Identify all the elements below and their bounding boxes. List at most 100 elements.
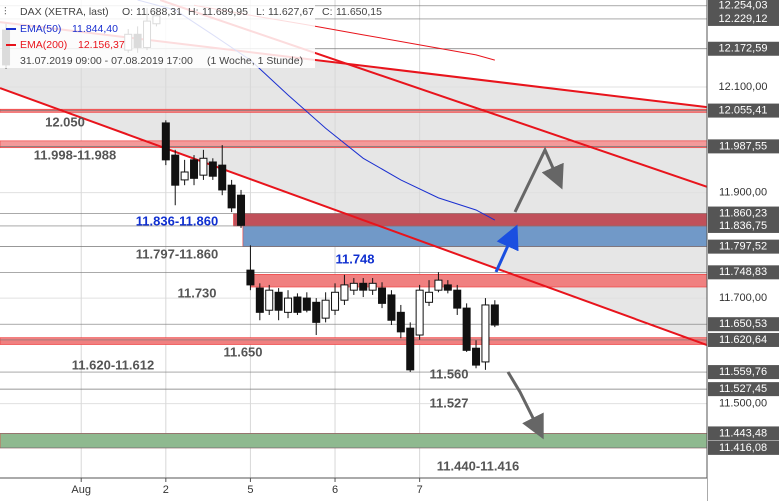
- annotation: 11.998-11.988: [34, 147, 116, 162]
- level-label: 11.987,55: [719, 140, 767, 152]
- annotation: 11.730: [177, 285, 216, 300]
- candle-body: [368, 282, 377, 291]
- candle-body: [453, 289, 462, 309]
- level-tag: [708, 317, 779, 332]
- candle-body: [359, 282, 368, 291]
- zone: [0, 337, 708, 345]
- annotation: 11.440-11.416: [437, 458, 519, 473]
- y-tick-label: 11.900,00: [719, 186, 767, 198]
- x-tick-label: Aug: [71, 484, 91, 496]
- candle-body: [180, 171, 189, 181]
- level-tag: [708, 239, 779, 254]
- candle-body: [227, 184, 236, 209]
- candle-body: [293, 296, 302, 313]
- y-tick-label: 12.100,00: [719, 81, 768, 93]
- level-label: 11.860,23: [719, 207, 767, 219]
- y-tick-label: 11.700,00: [719, 292, 767, 304]
- arrows: [494, 146, 564, 440]
- candle-body: [265, 289, 274, 311]
- level-tag: [708, 0, 779, 13]
- level-label: 12.229,12: [719, 13, 768, 25]
- level-tag: [708, 11, 779, 26]
- arrow: [494, 224, 519, 273]
- level-tag: [708, 426, 779, 441]
- candle-body: [425, 291, 434, 303]
- annotation: 11.797-11.860: [136, 246, 218, 261]
- legend-key: H:: [188, 6, 199, 18]
- trendline: [0, 87, 708, 346]
- candle-body: [472, 347, 481, 366]
- level-tag: [708, 440, 779, 455]
- legend-line: EMA(50): [20, 23, 61, 35]
- zone: [250, 274, 708, 288]
- candle-body: [387, 294, 396, 321]
- candle-body: [284, 297, 293, 313]
- candle-body: [481, 304, 490, 363]
- legend-value: 11.688,31: [136, 6, 182, 18]
- level-label: 12.055,41: [719, 104, 768, 116]
- candle-body: [190, 159, 199, 179]
- candle-body: [396, 311, 405, 333]
- level-tag: [708, 139, 779, 154]
- legend-value: 11.689,95: [202, 6, 248, 18]
- legend-value: 11.650,15: [336, 6, 382, 18]
- candle-body: [255, 287, 264, 313]
- level-tag: [708, 41, 779, 56]
- level-label: 11.443,48: [719, 427, 767, 439]
- level-tag: [708, 103, 779, 118]
- arrow: [506, 371, 544, 440]
- level-label: 12.254,03: [719, 0, 768, 12]
- level-label: 12.172,59: [719, 43, 768, 55]
- candle-body: [340, 284, 349, 301]
- candle-body: [415, 289, 424, 336]
- candle-body: [302, 297, 311, 311]
- annotation: 11.748: [335, 251, 374, 266]
- zone: [242, 225, 708, 247]
- legend-icon: ⫶: [4, 6, 7, 18]
- x-tick-label: 5: [247, 484, 253, 496]
- level-label: 11.836,75: [719, 220, 767, 232]
- legend-line-value: 12.156,37: [78, 39, 125, 51]
- annotation: 11.527: [429, 395, 468, 410]
- candle-body: [490, 304, 499, 326]
- level-label: 11.797,52: [719, 241, 767, 253]
- annotation: 12.050: [45, 114, 85, 129]
- legend-period: 31.07.2019 09:00 - 07.08.2019 17:00: [20, 55, 193, 67]
- candle-body: [274, 291, 283, 311]
- x-axis-panel: [0, 478, 707, 501]
- legend-line-value: 11.844,40: [72, 23, 118, 35]
- level-tag: [708, 365, 779, 380]
- candle-body: [331, 291, 340, 311]
- zone: [233, 213, 708, 227]
- level-tag: [708, 332, 779, 347]
- zone: [0, 433, 708, 449]
- annotation: 11.836-11.860: [136, 213, 218, 228]
- legend-series: DAX (XETRA, last): [20, 6, 109, 18]
- level-tag: [708, 265, 779, 280]
- candle-body: [349, 282, 358, 291]
- level-label: 11.416,08: [719, 442, 767, 454]
- x-tick-label: 7: [417, 484, 423, 496]
- candle-body: [199, 157, 208, 176]
- candle-body: [312, 301, 321, 323]
- legend-line: EMA(200): [20, 39, 67, 51]
- level-label: 11.620,64: [719, 334, 767, 346]
- level-tag: [708, 206, 779, 221]
- annotation: 11.650: [223, 344, 262, 359]
- candle-body: [161, 122, 170, 161]
- candle-body: [208, 161, 217, 177]
- candle-body: [218, 164, 227, 191]
- candle-body: [443, 284, 452, 291]
- legend: ⫶ DAX (XETRA, last) O: 11.688,31 H: 11.6…: [0, 0, 382, 68]
- level-tag: [708, 382, 779, 397]
- candle-body: [246, 269, 255, 286]
- y-tick-label: 11.500,00: [719, 398, 767, 410]
- x-tick-label: 6: [332, 484, 338, 496]
- candle-body: [434, 279, 443, 291]
- candle-body: [237, 194, 246, 226]
- annotation: 11.620-11.612: [72, 357, 154, 372]
- level-label: 11.559,76: [719, 366, 767, 378]
- legend-box: [0, 0, 315, 68]
- legend-key: L:: [256, 6, 265, 18]
